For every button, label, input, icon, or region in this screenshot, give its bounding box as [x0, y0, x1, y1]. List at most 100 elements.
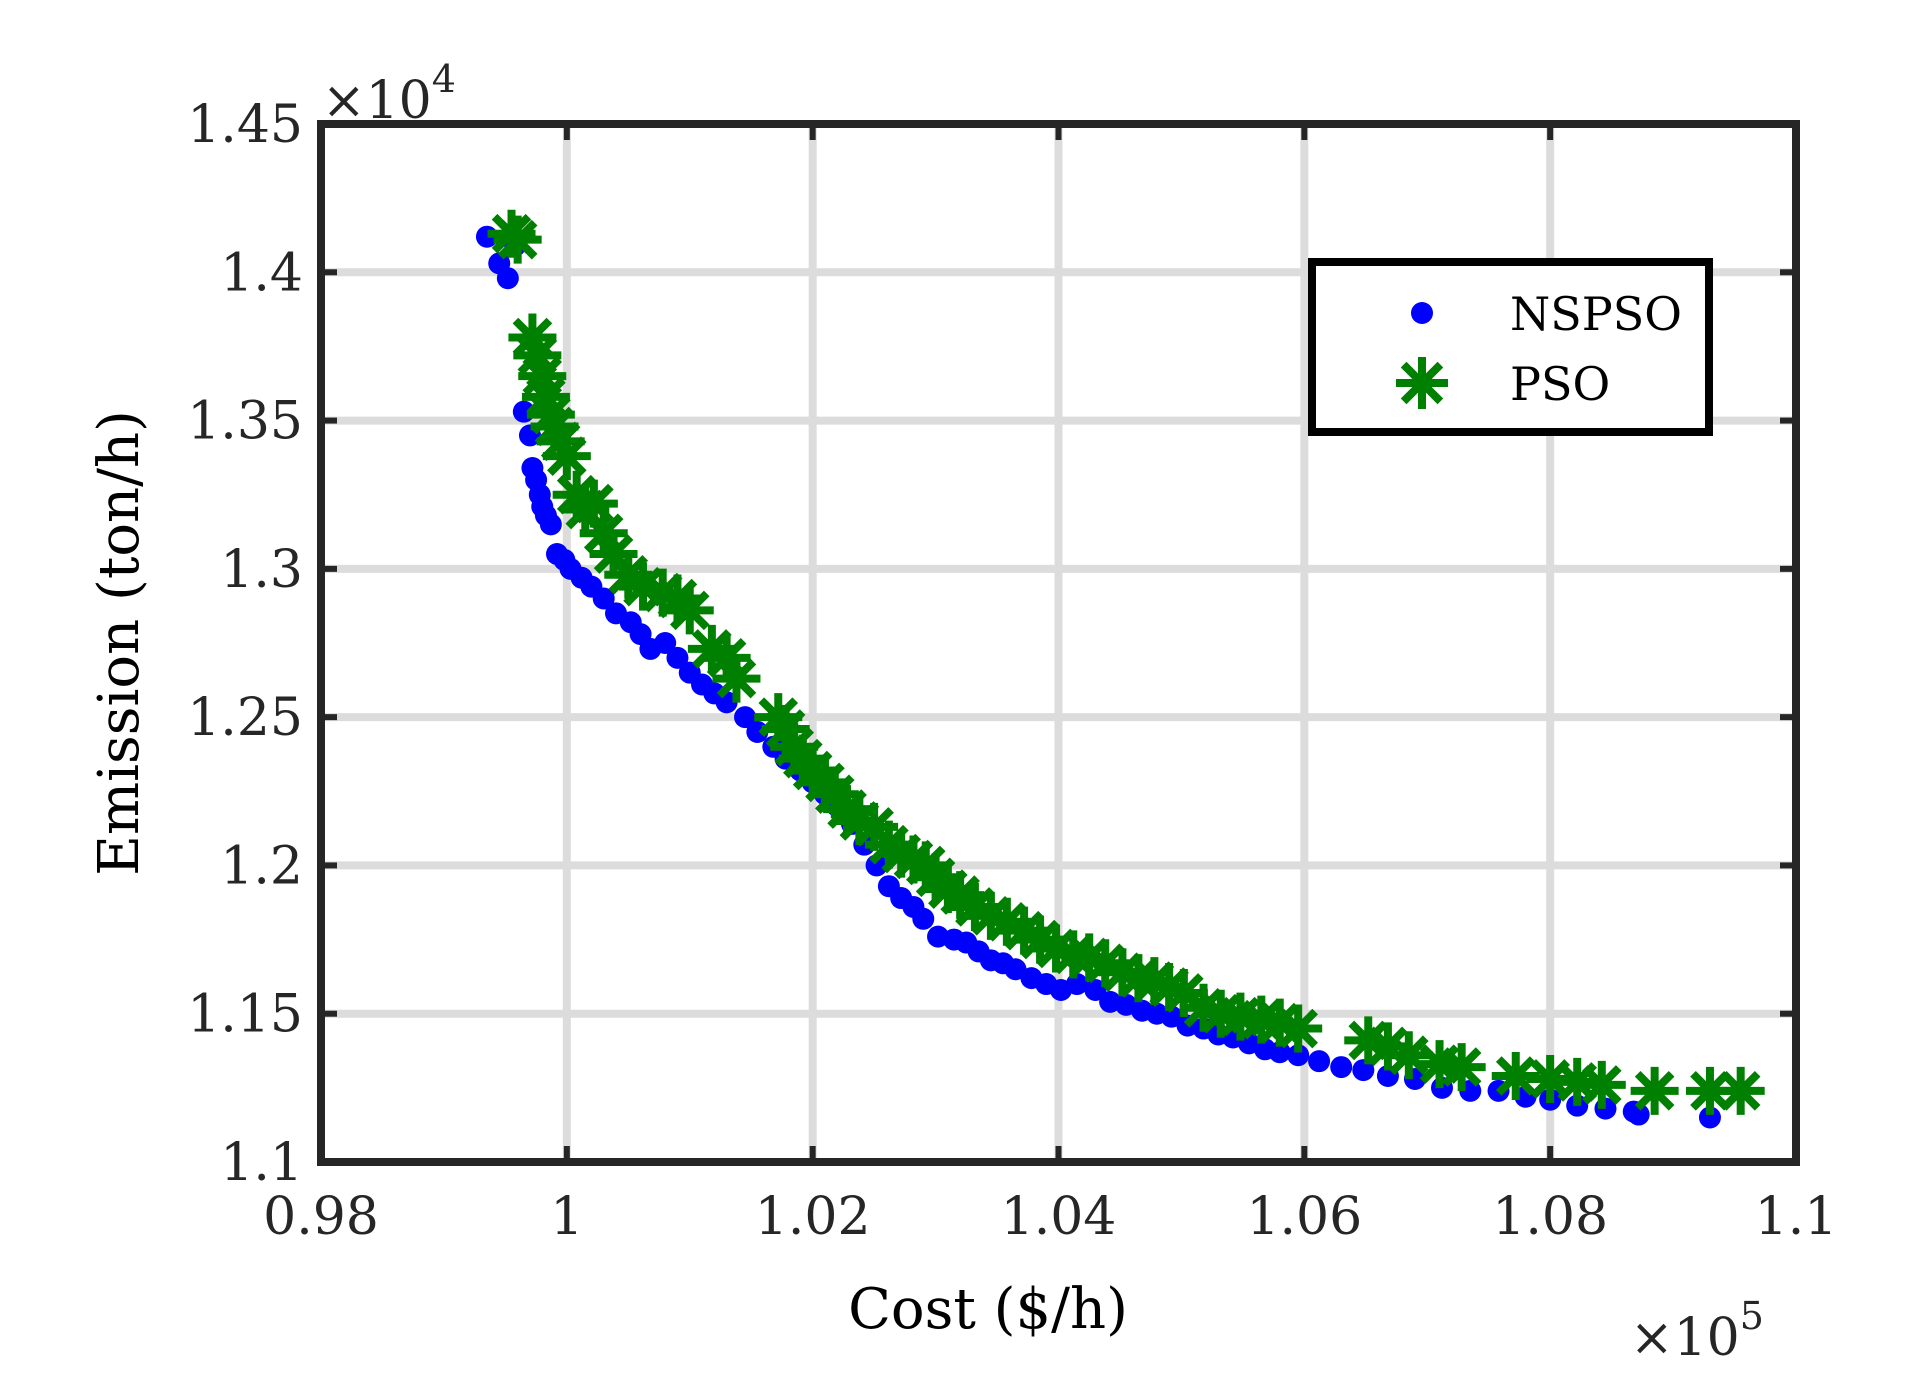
- pso-point: [536, 417, 585, 466]
- pso-point-strokes: [1344, 1016, 1393, 1065]
- y-tick-label: 1.45: [187, 95, 303, 155]
- nspso-point: [734, 706, 757, 729]
- pso-point-strokes: [1491, 1051, 1540, 1100]
- pso-point: [1437, 1043, 1486, 1092]
- pso-point: [1685, 1066, 1734, 1115]
- pso-point-strokes: [1526, 1054, 1575, 1103]
- nspso-point: [654, 632, 677, 654]
- y-tick-label: 1.15: [187, 985, 303, 1045]
- pso-point: [1577, 1060, 1626, 1109]
- nspso-point: [1627, 1103, 1650, 1126]
- pso-point: [1081, 939, 1130, 988]
- pso-point-strokes: [923, 865, 972, 914]
- legend-pso-label: PSO: [1510, 357, 1610, 411]
- nspso-point: [1084, 978, 1107, 1001]
- pso-point-strokes: [712, 654, 761, 703]
- x-tick-label: 1.02: [755, 1187, 871, 1247]
- pso-point-strokes: [1159, 968, 1208, 1017]
- pso-point: [619, 562, 668, 611]
- pso-point: [835, 796, 884, 845]
- pso-point: [1716, 1066, 1765, 1115]
- pso-point-strokes: [638, 568, 687, 617]
- pso-point: [687, 624, 736, 673]
- pso-point: [1526, 1054, 1575, 1103]
- pso-point: [530, 402, 579, 451]
- pso-point-strokes: [521, 372, 570, 421]
- pso-point-strokes: [950, 882, 999, 931]
- y-tick-labels: 1.1 1.15 1.2 1.25 1.3 1.35 1.4 1.45: [187, 95, 303, 1193]
- pso-point: [589, 530, 638, 579]
- pso-point: [966, 891, 1015, 940]
- x-tick-label: 1.08: [1492, 1187, 1608, 1247]
- pso-point-strokes: [1016, 915, 1065, 964]
- pso-point: [508, 313, 557, 362]
- pso-point-strokes: [1437, 1043, 1486, 1092]
- pso-point: [761, 705, 810, 754]
- pso-point: [1159, 968, 1208, 1017]
- pso-point-strokes: [493, 215, 542, 264]
- pso-point-strokes: [513, 331, 562, 380]
- x-tick-labels: 0.98 1 1.02 1.04 1.06 1.08 1.1: [263, 1187, 1837, 1247]
- pso-point-strokes: [702, 633, 751, 682]
- y-axis-label: Emission (ton/h): [87, 410, 152, 876]
- pso-point-strokes: [1553, 1057, 1602, 1106]
- y-multiplier-exponent: 4: [432, 57, 456, 101]
- pso-point-strokes: [569, 479, 618, 528]
- pso-point: [638, 568, 687, 617]
- x-tick-label: 1: [550, 1187, 583, 1247]
- pso-point-strokes: [1032, 924, 1081, 973]
- pso-point-strokes: [982, 897, 1031, 946]
- y-tick-label: 1.3: [220, 540, 303, 600]
- pso-point-strokes: [1145, 963, 1194, 1012]
- pso-point: [552, 470, 601, 519]
- pso-point-strokes: [508, 313, 557, 362]
- data-series: [475, 209, 1765, 1129]
- pso-point-strokes: [1065, 933, 1114, 982]
- pso-point-strokes: [1384, 1031, 1433, 1080]
- pso-point: [493, 215, 542, 264]
- y-tick-label: 1.4: [220, 243, 303, 303]
- pso-point: [1130, 957, 1179, 1006]
- pso-point: [1145, 963, 1194, 1012]
- pso-point-strokes: [835, 796, 884, 845]
- pso-point: [1000, 906, 1049, 955]
- pso-point: [542, 432, 591, 481]
- legend-nspso-label: NSPSO: [1510, 287, 1682, 341]
- pso-point-strokes: [687, 624, 736, 673]
- legend-pso-marker: [1396, 357, 1448, 409]
- pso-point: [950, 882, 999, 931]
- pso-point-strokes: [579, 509, 628, 558]
- x-tick-label: 0.98: [263, 1187, 379, 1247]
- pso-point-strokes: [1130, 957, 1179, 1006]
- nspso-point: [1004, 958, 1027, 981]
- nspso-point: [1065, 973, 1088, 996]
- pso-point-strokes: [877, 829, 926, 878]
- pso-point: [982, 897, 1031, 946]
- pso-point: [1032, 924, 1081, 973]
- nspso-point: [666, 646, 689, 669]
- pso-point-strokes: [536, 417, 585, 466]
- pso-point-strokes: [1255, 998, 1304, 1047]
- pso-point-strokes: [1685, 1066, 1734, 1115]
- pso-point: [1274, 1004, 1323, 1053]
- pso-point-strokes: [1098, 948, 1147, 997]
- pso-point: [1384, 1031, 1433, 1080]
- pso-point: [877, 829, 926, 878]
- x-multiplier-base: ×10: [1630, 1308, 1740, 1368]
- pso-point-strokes: [665, 586, 714, 635]
- y-axis-multiplier: ×104: [322, 57, 456, 131]
- pso-point-strokes: [530, 402, 579, 451]
- pso-point: [889, 835, 938, 884]
- series-pso: [487, 209, 1765, 1115]
- x-axis-label: Cost ($/h): [848, 1277, 1128, 1342]
- pso-point: [521, 372, 570, 421]
- pso-point-strokes: [1274, 1004, 1323, 1053]
- x-tick-label: 1.04: [1001, 1187, 1117, 1247]
- pso-point-strokes: [889, 835, 938, 884]
- pso-point-strokes: [1363, 1022, 1412, 1071]
- legend-pso-asterisk: [1396, 357, 1448, 409]
- pso-point-strokes: [1630, 1066, 1679, 1115]
- pso-point: [1363, 1022, 1412, 1071]
- pso-point-strokes: [589, 530, 638, 579]
